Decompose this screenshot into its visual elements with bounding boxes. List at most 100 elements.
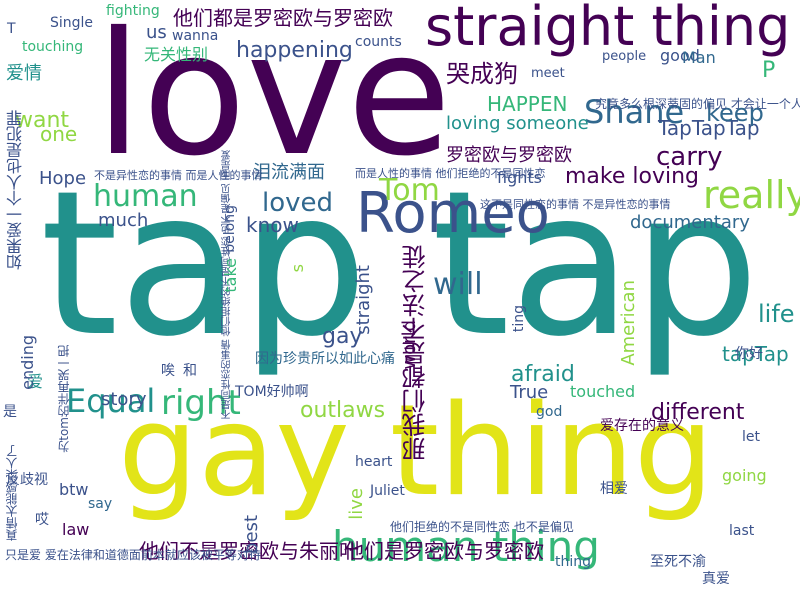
word-zh-shi: 是	[3, 404, 17, 420]
word-right: right	[161, 383, 241, 423]
word-loved: loved	[262, 188, 334, 218]
word-different: different	[651, 400, 745, 425]
word-single: Single	[50, 15, 94, 31]
word-fights: fights	[497, 168, 542, 187]
word-zh-love-each-other: 相爱	[600, 481, 628, 497]
word-american: American	[618, 280, 639, 366]
word-zh-not-romeo-juliet: 他们不是罗密欧与朱丽叶	[139, 539, 359, 563]
word-much: much	[98, 210, 149, 231]
word-gay: gay	[322, 324, 363, 349]
word-zh-until-death: 至死不渝	[650, 554, 706, 570]
word-people: people	[602, 49, 647, 64]
word-straight-thing: straight thing	[425, 0, 791, 58]
word-zh-are-romeo-romeo: 他们是罗密欧与罗密欧	[344, 539, 544, 563]
word-heart: heart	[355, 454, 393, 470]
word-will: will	[433, 267, 483, 302]
word-zh-tom: 为tom的伴再哭一把	[57, 345, 71, 453]
word-zh-reject: 他们拒绝的不是同性恋 也不是偏见	[390, 520, 574, 534]
word-tom: Tom	[379, 173, 440, 208]
word-zh-precious: 因为珍贵所以如此心痛	[255, 351, 395, 367]
word-btw: btw	[59, 480, 89, 499]
word-live: live	[346, 488, 367, 520]
word-taptaptap: TapTapTap	[658, 116, 760, 140]
word-gay-thing: gay thing	[118, 377, 714, 524]
word-ending: ending	[18, 335, 37, 390]
word-straight: straight	[353, 265, 374, 335]
word-story: story	[101, 389, 147, 410]
word-law: law	[62, 520, 90, 539]
word-zh-not-same: 这不是同性恋的事情 不是异性恋的事情	[480, 198, 671, 211]
word-zh-why-hetero: 究竟多么根深蒂固的偏见 才会让一个人去仇恨爱	[595, 97, 800, 111]
word-s: s	[288, 264, 307, 273]
word-documentary: documentary	[630, 212, 750, 233]
word-shane: Shane	[584, 93, 685, 131]
word-touched: touched	[570, 382, 636, 401]
word-afraid: afraid	[511, 362, 575, 387]
word-good: good	[660, 46, 700, 65]
word-fighting: fighting	[106, 3, 160, 19]
word-us: us	[146, 22, 167, 43]
word-take: take	[221, 258, 240, 293]
word-make-loving: make loving	[565, 164, 700, 189]
word-zh-true-love: 真爱	[702, 571, 730, 587]
word-one: one	[40, 122, 78, 146]
word-true: True	[510, 382, 549, 403]
word-zh-not-hetero: 不是异性恋的事情 而是人性的事情	[94, 169, 263, 182]
word-zh-too-cruel: 真情太能感染人了	[5, 445, 19, 541]
word-belong: belong	[222, 205, 238, 253]
word-touching: touching	[22, 39, 84, 55]
word-human-thing: human thing	[332, 522, 600, 571]
word-loving-someone: loving someone	[446, 113, 589, 134]
word-happen: HAPPEN	[487, 92, 568, 116]
word-wanna: wanna	[172, 28, 219, 44]
word-zh-love: 爱情	[6, 63, 42, 84]
word-t: T	[7, 21, 16, 37]
word-tom-handsome: TOM好帅啊	[235, 384, 309, 400]
word-zh-romeo-romeo: 他们都是罗密欧与罗密欧	[173, 6, 393, 30]
word-man: Man	[682, 48, 716, 67]
word-human: human	[93, 179, 198, 214]
word-zh-if-love-crime: 如果爱一个人也是犯罪	[6, 110, 25, 270]
word-equal: Equal	[66, 382, 156, 420]
word-zh-meaning-of-love: 爱存在的意义	[600, 418, 684, 434]
word-romeo: Romeo	[356, 181, 550, 246]
word-really: really	[703, 173, 800, 217]
word-ting: ting	[511, 305, 527, 333]
word-zh-romeo-romeo2: 罗密欧与罗密欧	[446, 145, 572, 166]
word-world: world	[399, 320, 420, 370]
word-know: know	[246, 213, 299, 237]
word-zh-anti-discrimination: 反歧视	[6, 472, 48, 488]
word-juliet: Juliet	[370, 483, 405, 499]
word-best: best	[241, 515, 262, 554]
word-zh-humanity: 而是人性的事情 他们拒绝的不是同性恋	[355, 167, 546, 180]
word-zh-tears: 泪流满面	[253, 162, 325, 183]
word-zh-he: 和	[183, 363, 197, 379]
word-going: going	[722, 466, 767, 485]
word-last: last	[729, 523, 755, 539]
word-meet: meet	[531, 66, 565, 81]
word-god: god	[536, 404, 563, 420]
word-happening: happening	[236, 38, 353, 63]
word-hope: Hope	[39, 168, 87, 189]
word-zh-no-gender: 无关性别	[144, 45, 209, 64]
word-zh-hello: 你好	[735, 346, 763, 362]
word-love: love	[95, 0, 452, 194]
word-counts: counts	[355, 34, 402, 50]
word-life: life	[758, 300, 795, 328]
word-let: let	[742, 429, 760, 445]
word-outlaws: outlaws	[300, 398, 386, 423]
word-keep: keep	[706, 99, 764, 127]
word-zh-ai: 爱	[27, 372, 44, 391]
word-taptap-small: tapTap	[722, 342, 789, 366]
word-zh-ai3: 哎	[35, 512, 49, 528]
word-tap-tap: tap tap	[40, 148, 760, 381]
word-carry: carry	[656, 142, 723, 172]
word-want: want	[15, 108, 70, 133]
word-p: P	[762, 58, 776, 83]
word-say: say	[88, 496, 113, 512]
word-zh-only-love: 只是爱 爱在法律和道德面前本就应该被平等对待	[5, 548, 261, 562]
word-zh-crying: 哭成狗	[446, 60, 518, 88]
word-thing: thing	[555, 554, 592, 570]
word-zh-ai2: 唉	[161, 363, 175, 379]
